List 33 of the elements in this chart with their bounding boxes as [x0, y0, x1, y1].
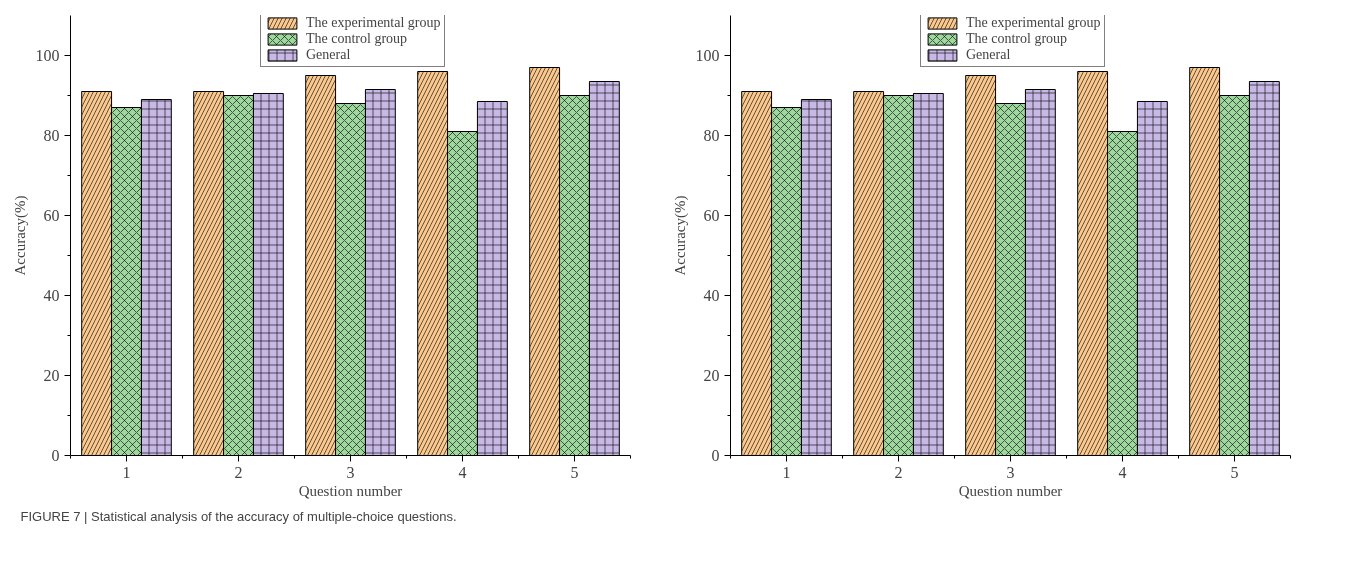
x-tick-label: 3 — [346, 463, 355, 481]
y-axis-title: Accuracy(%) — [671, 195, 689, 276]
y-tick-label: 80 — [43, 127, 60, 144]
y-tick-label: 20 — [703, 367, 720, 384]
x-tick-label: 4 — [1118, 463, 1127, 481]
y-tick-label: 60 — [43, 207, 60, 224]
x-tick-label: 1 — [782, 463, 791, 481]
x-tick-label: 5 — [570, 463, 579, 481]
x-tick-label: 1 — [122, 463, 131, 481]
x-tick-label: 2 — [234, 463, 243, 481]
y-tick-label: 40 — [703, 287, 720, 304]
y-tick-label: 0 — [51, 447, 60, 464]
x-tick-label: 5 — [1230, 463, 1239, 481]
x-axis-title: Question number — [958, 482, 1063, 499]
legend-label: The control group — [306, 31, 408, 47]
y-tick-label: 20 — [43, 367, 60, 384]
caption: FIGURE 7 | Statistical analysis of the accuracy of multiple-choice questions. — [20, 508, 457, 524]
y-tick-label: 80 — [703, 127, 720, 144]
legend-label: The control group — [966, 31, 1068, 47]
y-tick-label: 100 — [35, 47, 60, 64]
x-tick-label: 3 — [1006, 463, 1015, 481]
legend-label: General — [966, 47, 1011, 63]
y-tick-label: 0 — [711, 447, 720, 464]
y-tick-label: 60 — [703, 207, 720, 224]
y-tick-label: 100 — [695, 47, 720, 64]
x-tick-label: 2 — [894, 463, 903, 481]
legend-label: The experimental group — [306, 15, 441, 31]
legend-label: The experimental group — [966, 15, 1101, 31]
y-tick-label: 40 — [43, 287, 60, 304]
x-axis-title: Question number — [298, 482, 403, 499]
legend-label: General — [306, 47, 351, 63]
x-tick-label: 4 — [458, 463, 467, 481]
y-axis-title: Accuracy(%) — [11, 195, 29, 276]
